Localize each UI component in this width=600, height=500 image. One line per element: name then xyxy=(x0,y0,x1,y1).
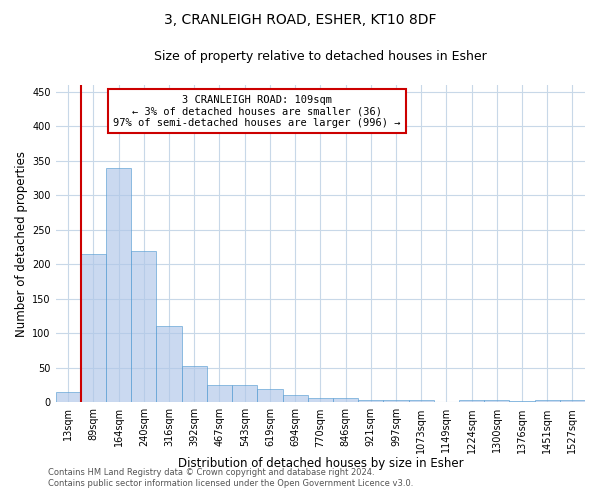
Bar xyxy=(232,385,257,402)
Bar xyxy=(207,385,232,402)
Bar xyxy=(106,168,131,402)
Bar xyxy=(81,254,106,402)
Bar xyxy=(182,366,207,402)
Bar xyxy=(131,250,157,402)
X-axis label: Distribution of detached houses by size in Esher: Distribution of detached houses by size … xyxy=(178,457,463,470)
Bar xyxy=(509,401,535,402)
Text: Contains HM Land Registry data © Crown copyright and database right 2024.
Contai: Contains HM Land Registry data © Crown c… xyxy=(48,468,413,487)
Bar xyxy=(333,398,358,402)
Bar xyxy=(56,392,81,402)
Bar xyxy=(308,398,333,402)
Bar xyxy=(535,400,560,402)
Y-axis label: Number of detached properties: Number of detached properties xyxy=(15,150,28,336)
Text: 3 CRANLEIGH ROAD: 109sqm
← 3% of detached houses are smaller (36)
97% of semi-de: 3 CRANLEIGH ROAD: 109sqm ← 3% of detache… xyxy=(113,94,401,128)
Title: Size of property relative to detached houses in Esher: Size of property relative to detached ho… xyxy=(154,50,487,63)
Bar xyxy=(383,400,409,402)
Bar xyxy=(257,388,283,402)
Bar xyxy=(409,400,434,402)
Bar xyxy=(157,326,182,402)
Bar xyxy=(283,396,308,402)
Text: 3, CRANLEIGH ROAD, ESHER, KT10 8DF: 3, CRANLEIGH ROAD, ESHER, KT10 8DF xyxy=(164,12,436,26)
Bar xyxy=(358,400,383,402)
Bar xyxy=(459,400,484,402)
Bar xyxy=(484,400,509,402)
Bar xyxy=(560,400,585,402)
